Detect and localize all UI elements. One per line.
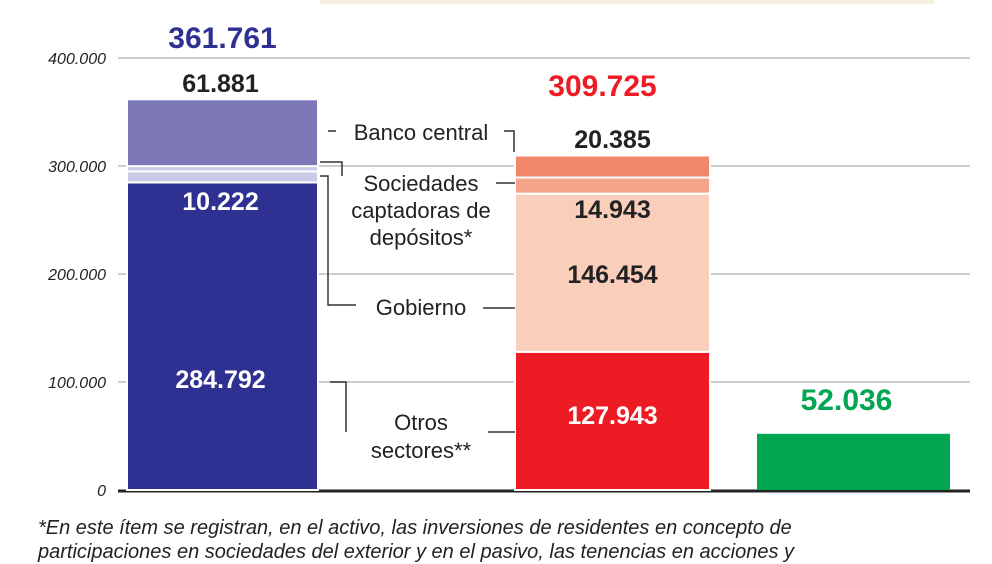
y-tick-label: 400.000 [48,51,106,68]
series-label-sociedades-1: Sociedades [364,171,479,196]
label-connectors [320,130,515,433]
segment-value-label: 284.792 [175,366,265,394]
title-band [320,0,935,4]
series-label-sociedades-2: captadoras de [351,198,490,223]
series-label-otros-1: Otros [394,410,448,435]
y-tick-label: 300.000 [48,159,106,176]
y-tick-label: 200.000 [47,267,106,284]
footnote-line-2: participaciones en sociedades del exteri… [38,541,794,563]
bar-total-label: 52.036 [801,384,893,417]
bar-segment [126,170,319,184]
segment-value-label: 14.943 [574,196,650,224]
series-label-otros-2: sectores** [371,438,472,463]
segment-value-label: 61.881 [182,70,259,98]
bar-segment [514,176,711,195]
y-tick-label: 100.000 [48,375,106,392]
footnote: *En este ítem se registran, en el activo… [38,516,988,564]
segment-value-label: 20.385 [574,126,651,154]
segment-value-label: 127.943 [567,402,657,430]
bar-segment [126,98,319,168]
bar-total-label: 361.761 [168,22,276,55]
series-label-banco-central: Banco central [354,120,489,145]
bar-segment [514,154,711,179]
series-label-sociedades-3: depósitos* [370,225,473,250]
bar-segment [126,181,319,491]
bar-segment [757,433,950,490]
footnote-line-1: *En este ítem se registran, en el activo… [38,517,792,539]
segment-value-label: 10.222 [182,188,258,216]
bar-segment [514,192,711,353]
y-tick-label: 0 [97,483,106,500]
bar-total-label: 309.725 [548,70,656,103]
segment-value-label: 146.454 [567,261,657,289]
series-label-gobierno: Gobierno [376,295,467,320]
